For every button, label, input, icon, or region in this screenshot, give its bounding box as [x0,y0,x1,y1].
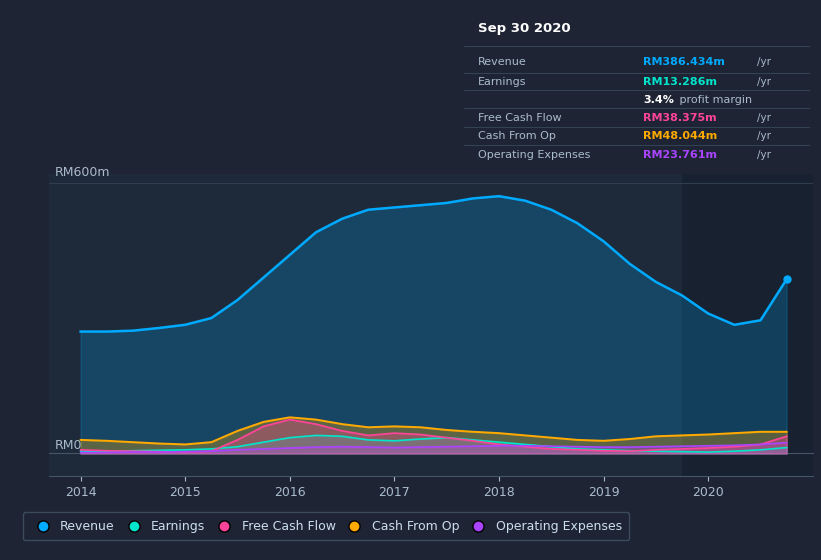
Text: RM38.375m: RM38.375m [643,113,717,123]
Text: 3.4%: 3.4% [643,95,674,105]
Text: /yr: /yr [757,150,771,160]
Text: Free Cash Flow: Free Cash Flow [478,113,562,123]
Legend: Revenue, Earnings, Free Cash Flow, Cash From Op, Operating Expenses: Revenue, Earnings, Free Cash Flow, Cash … [23,512,629,540]
Text: RM0: RM0 [54,438,82,451]
Text: Operating Expenses: Operating Expenses [478,150,590,160]
Text: RM13.286m: RM13.286m [643,77,718,87]
Text: RM48.044m: RM48.044m [643,132,718,142]
Text: /yr: /yr [757,113,771,123]
Text: Cash From Op: Cash From Op [478,132,556,142]
Text: RM23.761m: RM23.761m [643,150,718,160]
Point [780,275,793,284]
Text: /yr: /yr [757,77,771,87]
Text: Earnings: Earnings [478,77,526,87]
Text: Sep 30 2020: Sep 30 2020 [478,22,571,35]
Text: profit margin: profit margin [676,95,752,105]
Text: Revenue: Revenue [478,57,526,67]
Text: /yr: /yr [757,132,771,142]
Bar [682,174,813,476]
Text: /yr: /yr [757,57,771,67]
Text: RM600m: RM600m [54,166,110,179]
Text: RM386.434m: RM386.434m [643,57,725,67]
